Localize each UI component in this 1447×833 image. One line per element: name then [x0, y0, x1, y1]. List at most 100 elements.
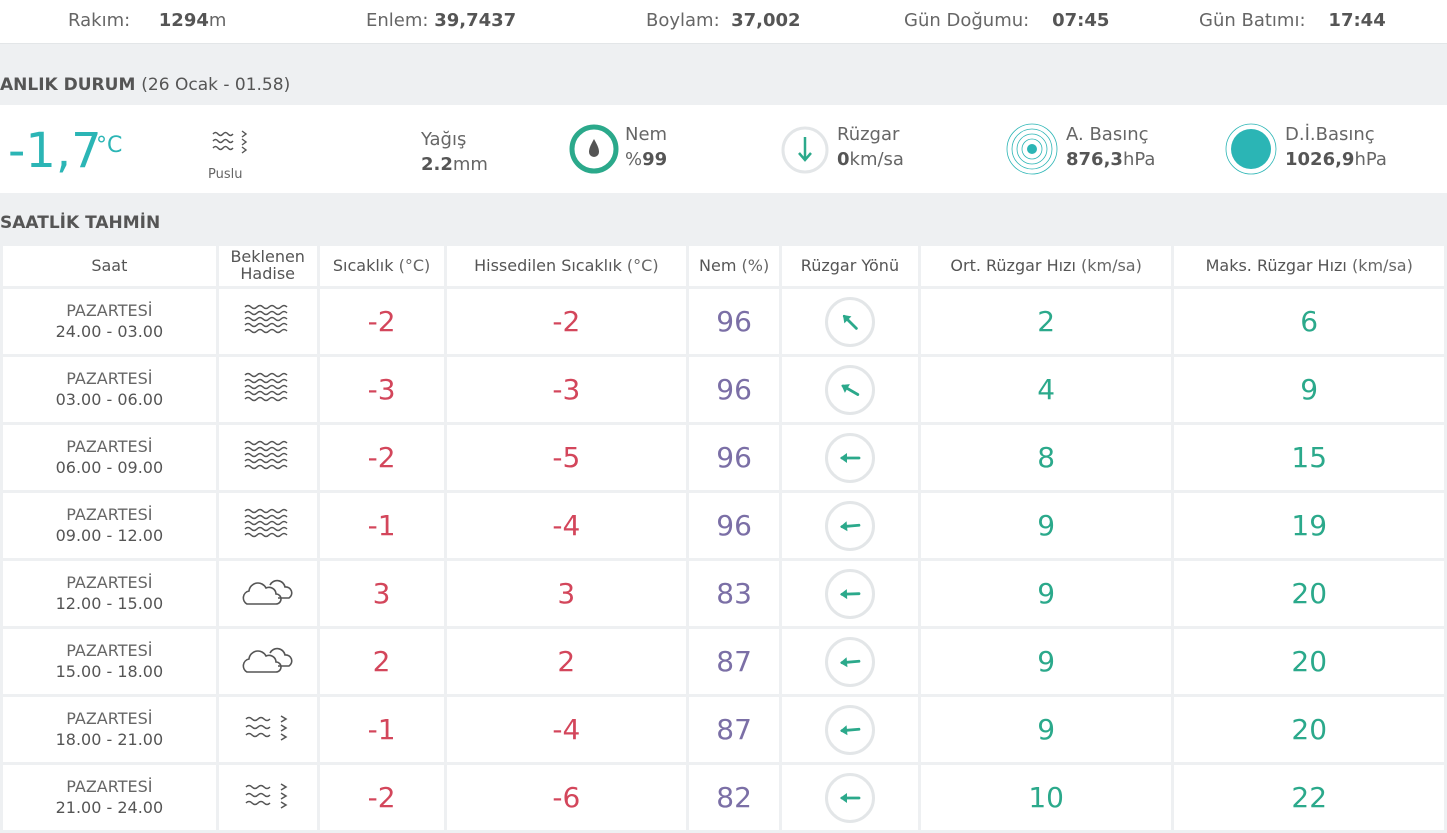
altitude-unit: m — [208, 10, 227, 31]
fog-icon — [244, 440, 288, 469]
row-humidity-cell: 96 — [689, 289, 780, 354]
row-time-cell: PAZARTESİ 09.00 - 12.00 — [3, 493, 216, 558]
pressure-rings-icon — [1006, 123, 1058, 175]
row-feels: -4 — [552, 509, 581, 542]
row-avg-wind: 9 — [1037, 713, 1056, 746]
row-time-cell: PAZARTESİ 21.00 - 24.00 — [3, 765, 216, 830]
row-time-range: 18.00 - 21.00 — [55, 729, 164, 749]
row-max-wind: 20 — [1291, 713, 1328, 746]
row-event-cell — [218, 561, 317, 626]
row-max-wind-cell: 20 — [1174, 629, 1444, 694]
wind-direction-icon — [824, 500, 875, 551]
wind-direction-icon — [824, 772, 875, 823]
longitude: Boylam: 37,002 — [646, 10, 801, 31]
row-avg-wind-cell: 2 — [920, 289, 1172, 354]
row-event-icon — [243, 304, 293, 341]
sunrise-label: Gün Doğumu: — [904, 10, 1030, 31]
altitude-label: Rakım: — [68, 10, 131, 31]
fog-icon — [244, 508, 288, 537]
row-temp: -3 — [367, 373, 396, 406]
row-avg-wind: 4 — [1037, 373, 1056, 406]
row-wind-dir-cell — [782, 357, 918, 422]
longitude-label: Boylam: — [646, 10, 720, 31]
humidity-gauge-icon — [569, 124, 619, 174]
current-condition-label: Puslu — [208, 167, 243, 182]
header-feels-label: Hissedilen Sıcaklık — [474, 255, 622, 275]
row-max-wind: 19 — [1291, 509, 1328, 542]
row-max-wind: 6 — [1300, 305, 1319, 338]
current-title-text: ANLIK DURUM — [0, 75, 136, 95]
header-humidity: Nem (%) — [689, 246, 780, 286]
humidity-amount: 99 — [642, 149, 668, 170]
precip-label: Yağış — [421, 129, 467, 150]
header-feels-unit: (°C) — [626, 255, 659, 275]
row-wind-dir-cell — [782, 561, 918, 626]
wind-direction-icon — [824, 704, 875, 755]
row-temp: -2 — [367, 781, 396, 814]
row-wind-dir-cell — [782, 765, 918, 830]
sea-pressure-unit: hPa — [1354, 149, 1387, 170]
latitude: Enlem: 39,7437 — [366, 10, 516, 31]
row-avg-wind: 9 — [1037, 645, 1056, 678]
table-row: PAZARTESİ 06.00 - 09.00 -2 -5 96 8 15 — [3, 425, 1444, 490]
row-time-cell: PAZARTESİ 15.00 - 18.00 — [3, 629, 216, 694]
row-feels: -3 — [552, 373, 581, 406]
sea-pressure-value: 1026,9hPa — [1285, 149, 1387, 170]
row-feels-cell: -5 — [446, 425, 687, 490]
row-temp-cell: 2 — [319, 629, 444, 694]
table-row: PAZARTESİ 09.00 - 12.00 -1 -4 96 9 19 — [3, 493, 1444, 558]
fog-icon — [244, 304, 288, 333]
header-humidity-label: Nem — [699, 255, 737, 275]
current-temperature: -1,7 — [8, 123, 102, 179]
current-conditions-title: ANLIK DURUM (26 Ocak - 01.58) — [0, 75, 290, 95]
table-header-row: Saat Beklenen Hadise Sıcaklık (°C) Hisse… — [3, 246, 1444, 286]
header-humidity-unit: (%) — [741, 255, 770, 275]
row-time-range: 21.00 - 24.00 — [55, 797, 164, 817]
altitude-value: 1294 — [158, 10, 209, 31]
hourly-forecast-title: SAATLİK TAHMİN — [0, 213, 161, 233]
row-max-wind-cell: 19 — [1174, 493, 1444, 558]
row-temp-cell: -1 — [319, 493, 444, 558]
row-feels-cell: 2 — [446, 629, 687, 694]
row-max-wind: 15 — [1291, 441, 1328, 474]
row-event-cell — [218, 357, 317, 422]
wind-direction-icon — [824, 364, 875, 415]
longitude-value: 37,002 — [731, 10, 801, 31]
row-feels: 3 — [557, 577, 576, 610]
row-event-icon — [243, 372, 293, 409]
header-event-label: Beklenen Hadise — [230, 247, 305, 283]
fog-drizzle-icon — [245, 714, 288, 741]
row-event-icon — [244, 714, 292, 747]
row-event-icon — [239, 647, 297, 680]
row-avg-wind: 9 — [1037, 577, 1056, 610]
row-avg-wind-cell: 9 — [920, 629, 1172, 694]
sea-pressure-amount: 1026,9 — [1285, 149, 1355, 170]
header-wind-dir-label: Rüzgar Yönü — [800, 255, 900, 275]
row-temp: -2 — [367, 441, 396, 474]
row-temp-cell: 3 — [319, 561, 444, 626]
row-max-wind-cell: 22 — [1174, 765, 1444, 830]
table-row: PAZARTESİ 18.00 - 21.00 -1 -4 87 9 20 — [3, 697, 1444, 762]
row-day: PAZARTESİ — [66, 776, 153, 796]
header-event: Beklenen Hadise — [218, 246, 317, 286]
row-day: PAZARTESİ — [66, 708, 153, 728]
header-time-label: Saat — [91, 255, 128, 275]
row-event-icon — [243, 508, 293, 545]
row-event-cell — [218, 765, 317, 830]
row-max-wind: 20 — [1291, 645, 1328, 678]
row-event-icon — [244, 782, 292, 815]
table-row: PAZARTESİ 03.00 - 06.00 -3 -3 96 4 9 — [3, 357, 1444, 422]
sunset-value: 17:44 — [1328, 10, 1386, 31]
latitude-label: Enlem: — [366, 10, 429, 31]
row-feels-cell: -4 — [446, 697, 687, 762]
humidity-value: %99 — [625, 149, 667, 170]
row-humidity-cell: 83 — [689, 561, 780, 626]
row-max-wind: 9 — [1300, 373, 1319, 406]
pressure-amount: 876,3 — [1066, 149, 1123, 170]
row-humidity: 96 — [716, 509, 752, 542]
sunrise-value: 07:45 — [1052, 10, 1110, 31]
row-avg-wind-cell: 4 — [920, 357, 1172, 422]
table-row: PAZARTESİ 24.00 - 03.00 -2 -2 96 2 6 — [3, 289, 1444, 354]
row-day: PAZARTESİ — [66, 640, 153, 660]
row-avg-wind-cell: 9 — [920, 493, 1172, 558]
